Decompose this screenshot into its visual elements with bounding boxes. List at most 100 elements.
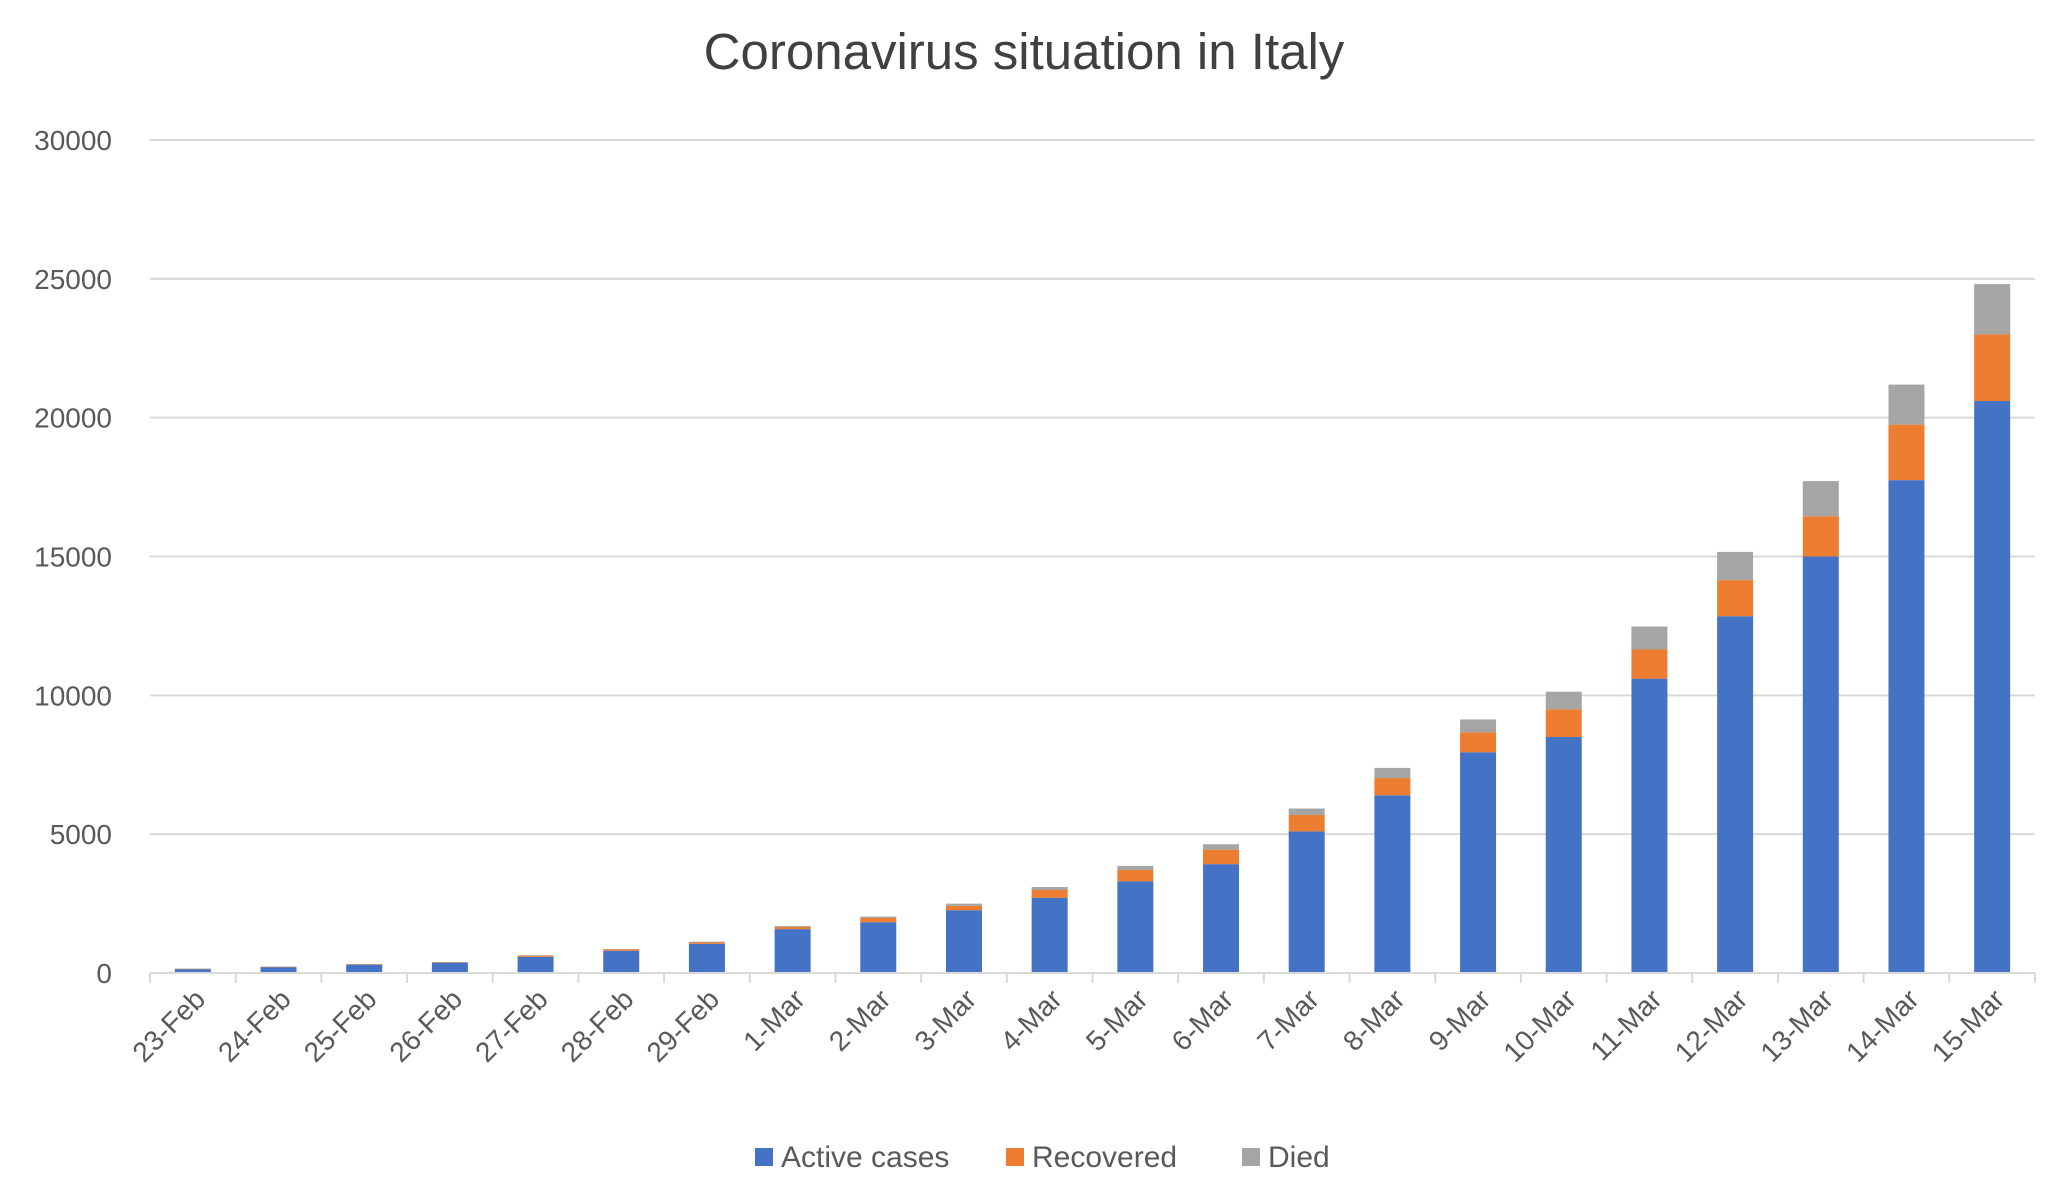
bar-died	[1974, 284, 2011, 335]
bar-died	[1802, 481, 1839, 517]
bar-died	[517, 955, 554, 956]
bar-recovered	[1888, 424, 1925, 481]
bar-died	[688, 941, 725, 943]
bar-recovered	[1374, 778, 1411, 796]
x-tick-label: 9-Mar	[1423, 983, 1497, 1057]
x-tick-label: 12-Mar	[1669, 983, 1754, 1068]
x-tick-label: 4-Mar	[994, 983, 1068, 1057]
bar-died	[1288, 808, 1325, 816]
bar-died	[774, 925, 811, 927]
bar-active-cases	[774, 929, 811, 973]
y-tick-label: 25000	[34, 264, 112, 295]
bar-recovered	[1288, 815, 1325, 832]
x-tick-label: 26-Feb	[383, 983, 468, 1068]
bar-active-cases	[1717, 616, 1754, 973]
gridlines	[150, 139, 2035, 836]
bar-recovered	[431, 962, 468, 963]
bar-recovered	[1717, 580, 1754, 617]
bar-recovered	[774, 926, 811, 930]
x-tick-label: 11-Mar	[1585, 983, 1668, 1066]
bar-active-cases	[1802, 556, 1839, 973]
x-tick-label: 1-Mar	[737, 983, 811, 1057]
bar-active-cases	[945, 910, 982, 973]
x-tick-label: 6-Mar	[1166, 983, 1240, 1057]
x-tick-label: 29-Feb	[641, 983, 726, 1068]
bar-active-cases	[346, 964, 383, 973]
bar-recovered	[1974, 334, 2011, 402]
legend-label-active-cases: Active cases	[781, 1141, 949, 1174]
bar-active-cases	[174, 968, 211, 973]
bar-active-cases	[1288, 831, 1325, 973]
bar-active-cases	[688, 943, 725, 973]
y-tick-label: 20000	[34, 403, 112, 434]
bar-recovered	[1203, 849, 1240, 865]
y-tick-label: 0	[96, 958, 112, 989]
bar-recovered	[603, 949, 640, 951]
legend-label-recovered: Recovered	[1032, 1141, 1177, 1174]
bar-recovered	[1460, 732, 1497, 753]
x-tick-label: 23-Feb	[126, 983, 211, 1068]
bar-died	[1203, 844, 1240, 850]
bar-died	[1031, 887, 1068, 890]
bar-died	[1717, 551, 1754, 581]
chart-title: Coronavirus situation in Italy	[703, 23, 1345, 80]
bar-active-cases	[1631, 678, 1668, 973]
bar-died	[174, 968, 211, 970]
x-tick-label: 27-Feb	[469, 983, 554, 1068]
bar-active-cases	[1374, 795, 1411, 973]
bar-died	[431, 962, 468, 963]
bar-active-cases	[1203, 864, 1240, 973]
bar-active-cases	[1117, 881, 1154, 973]
bar-died	[603, 948, 640, 950]
bar-recovered	[688, 942, 725, 944]
bar-active-cases	[1031, 897, 1068, 973]
bar-active-cases	[431, 962, 468, 973]
legend-swatch-recovered	[1006, 1148, 1024, 1166]
x-tick-label: 3-Mar	[909, 983, 983, 1057]
x-tick-label: 25-Feb	[298, 983, 383, 1068]
x-tick-label: 7-Mar	[1251, 983, 1325, 1057]
bar-recovered	[1031, 889, 1068, 898]
bar-died	[346, 964, 383, 965]
bar-recovered	[1631, 649, 1668, 679]
y-tick-label: 30000	[34, 125, 112, 156]
bar-died	[1545, 691, 1582, 710]
bar-recovered	[346, 964, 383, 965]
x-tick-label: 2-Mar	[823, 983, 897, 1057]
bar-recovered	[517, 955, 554, 957]
bar-died	[1631, 626, 1668, 650]
bar-active-cases	[603, 950, 640, 973]
bar-died	[1117, 865, 1154, 870]
x-tick-label: 10-Mar	[1497, 983, 1582, 1068]
legend-label-died: Died	[1268, 1141, 1330, 1174]
bar-active-cases	[517, 956, 554, 973]
legend: Active cases Recovered Died	[755, 1141, 1330, 1174]
bar-active-cases	[1545, 736, 1582, 973]
bar-died	[260, 966, 297, 968]
x-tick-label: 15-Mar	[1926, 983, 2011, 1068]
y-tick-label: 5000	[50, 819, 112, 850]
x-tick-label: 8-Mar	[1337, 983, 1411, 1057]
x-tick-label: 14-Mar	[1840, 983, 1925, 1068]
bar-died	[1888, 384, 1925, 425]
y-tick-label: 10000	[34, 680, 112, 711]
x-tick-label: 13-Mar	[1754, 983, 1839, 1068]
bar-died	[1374, 767, 1411, 779]
bar-recovered	[860, 918, 897, 923]
legend-swatch-active-cases	[755, 1148, 773, 1166]
bar-active-cases	[1888, 480, 1925, 973]
bar-active-cases	[260, 966, 297, 973]
bar-active-cases	[1460, 752, 1497, 973]
bar-recovered	[1545, 709, 1582, 737]
bars	[174, 284, 2011, 973]
bar-recovered	[1117, 869, 1154, 882]
bar-died	[860, 916, 897, 919]
x-tick-label: 24-Feb	[212, 983, 297, 1068]
x-tick-label: 28-Feb	[555, 983, 640, 1068]
bar-recovered	[1802, 516, 1839, 557]
bar-died	[945, 903, 982, 906]
legend-swatch-died	[1242, 1148, 1260, 1166]
bar-died	[1460, 719, 1497, 733]
x-tick-label: 5-Mar	[1080, 983, 1154, 1057]
